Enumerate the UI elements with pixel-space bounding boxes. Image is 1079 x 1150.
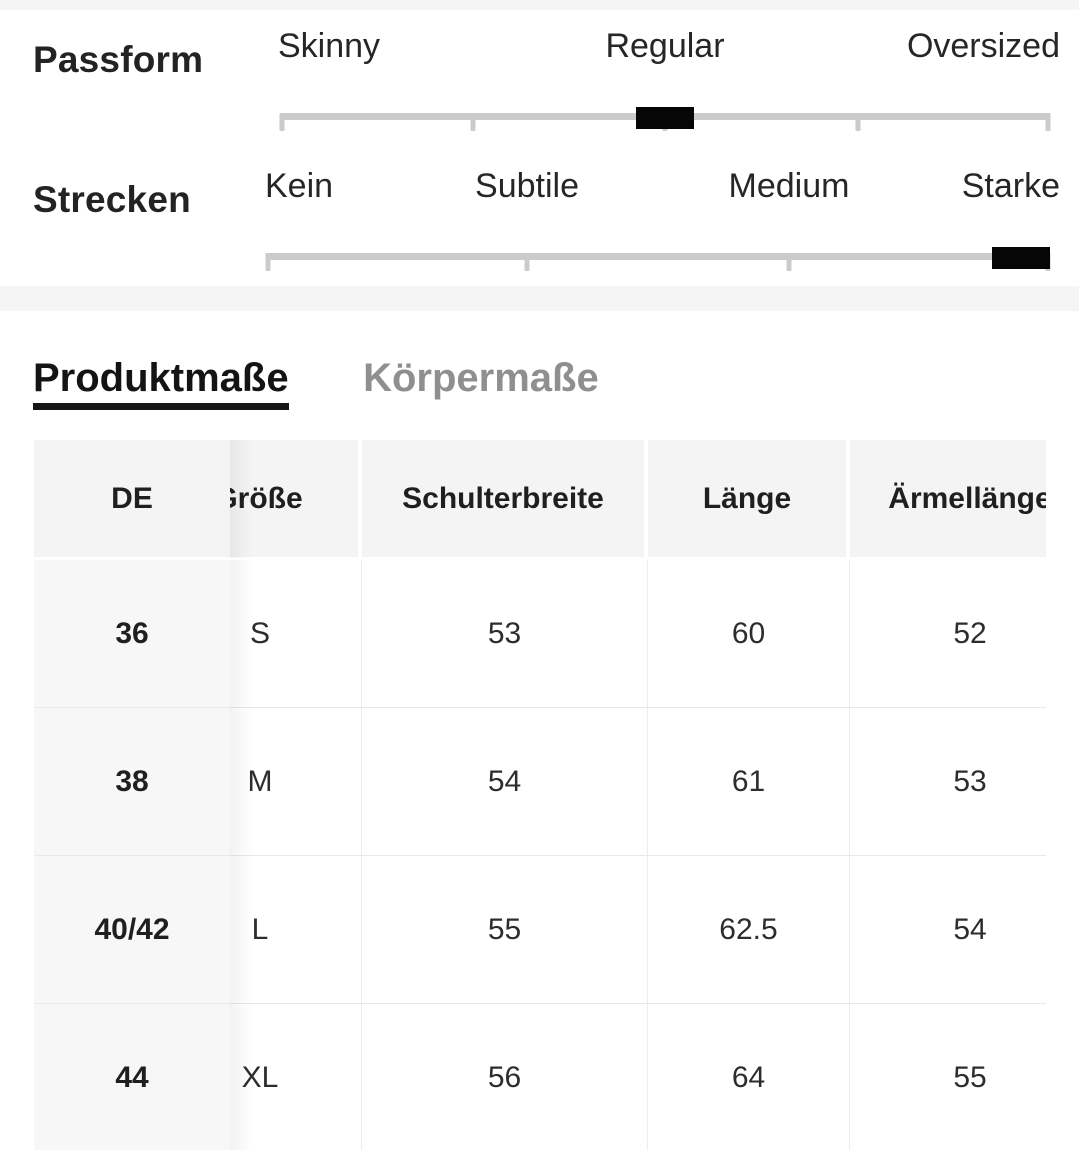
length-cell: 64 [648, 1004, 850, 1150]
strecken-slider-handle [992, 247, 1050, 269]
shoulder-cell: 55 [362, 856, 648, 1004]
col-header-aermellaenge: Ärmellänge [850, 440, 1046, 560]
de-cell: 38 [34, 708, 252, 856]
slider-tick [279, 113, 285, 131]
length-cell: 60 [648, 560, 850, 708]
strecken-option-starke: Starke [961, 167, 1060, 205]
passform-slider-track [279, 107, 1051, 131]
sleeve-cell: 54 [850, 856, 1046, 1004]
fit-indicator-section: Passform Skinny Regular Oversized Streck… [0, 10, 1079, 286]
passform-option-skinny: Skinny [278, 27, 381, 65]
strecken-label: Strecken [33, 179, 191, 220]
strecken-option-subtile: Subtile [475, 167, 579, 205]
section-separator-strip [0, 286, 1079, 311]
passform-label: Passform [33, 39, 204, 80]
passform-option-regular: Regular [605, 27, 725, 65]
de-cell: 44 [34, 1004, 252, 1150]
slider-tick [265, 253, 271, 271]
table-row: 36 S 53 60 52 [34, 560, 1046, 708]
tab-koerpermasse[interactable]: Körpermaße [363, 356, 599, 400]
shoulder-cell: 53 [362, 560, 648, 708]
col-header-laenge: Länge [648, 440, 850, 560]
slider-tick [470, 113, 475, 131]
table-row: 38 M 54 61 53 [34, 708, 1046, 856]
size-table-scroll-area[interactable]: DE Größe Schulterbreite Länge Ärmellänge… [34, 440, 1046, 1150]
sleeve-cell: 52 [850, 560, 1046, 708]
table-row: 44 XL 56 64 55 [34, 1004, 1046, 1150]
strecken-option-medium: Medium [728, 167, 850, 205]
passform-slider-handle [636, 107, 694, 129]
measure-tabs: Produktmaße Körpermaße [0, 311, 1079, 410]
col-header-de: DE [34, 440, 252, 560]
de-cell: 40/42 [34, 856, 252, 1004]
length-cell: 62.5 [648, 856, 850, 1004]
de-cell: 36 [34, 560, 252, 708]
slider-tick [855, 113, 860, 131]
table-header-row: DE Größe Schulterbreite Länge Ärmellänge [34, 440, 1046, 560]
slider-tick [1045, 113, 1051, 131]
table-row: 40/42 L 55 62.5 54 [34, 856, 1046, 1004]
sleeve-cell: 55 [850, 1004, 1046, 1150]
tab-produktmasse[interactable]: Produktmaße [33, 355, 289, 410]
size-table: DE Größe Schulterbreite Länge Ärmellänge… [34, 440, 1046, 1150]
strecken-slider-track [265, 247, 1051, 271]
sleeve-cell: 53 [850, 708, 1046, 856]
slider-tick [524, 253, 530, 271]
strecken-option-kein: Kein [265, 167, 334, 205]
col-header-schulterbreite: Schulterbreite [362, 440, 648, 560]
length-cell: 61 [648, 708, 850, 856]
top-separator-strip [0, 0, 1079, 10]
shoulder-cell: 54 [362, 708, 648, 856]
passform-options-row: Skinny Regular Oversized [0, 24, 1079, 68]
strecken-options-row: Kein Subtile Medium Starke [0, 164, 1079, 208]
passform-option-oversized: Oversized [906, 27, 1060, 65]
slider-tick [786, 253, 792, 271]
shoulder-cell: 56 [362, 1004, 648, 1150]
